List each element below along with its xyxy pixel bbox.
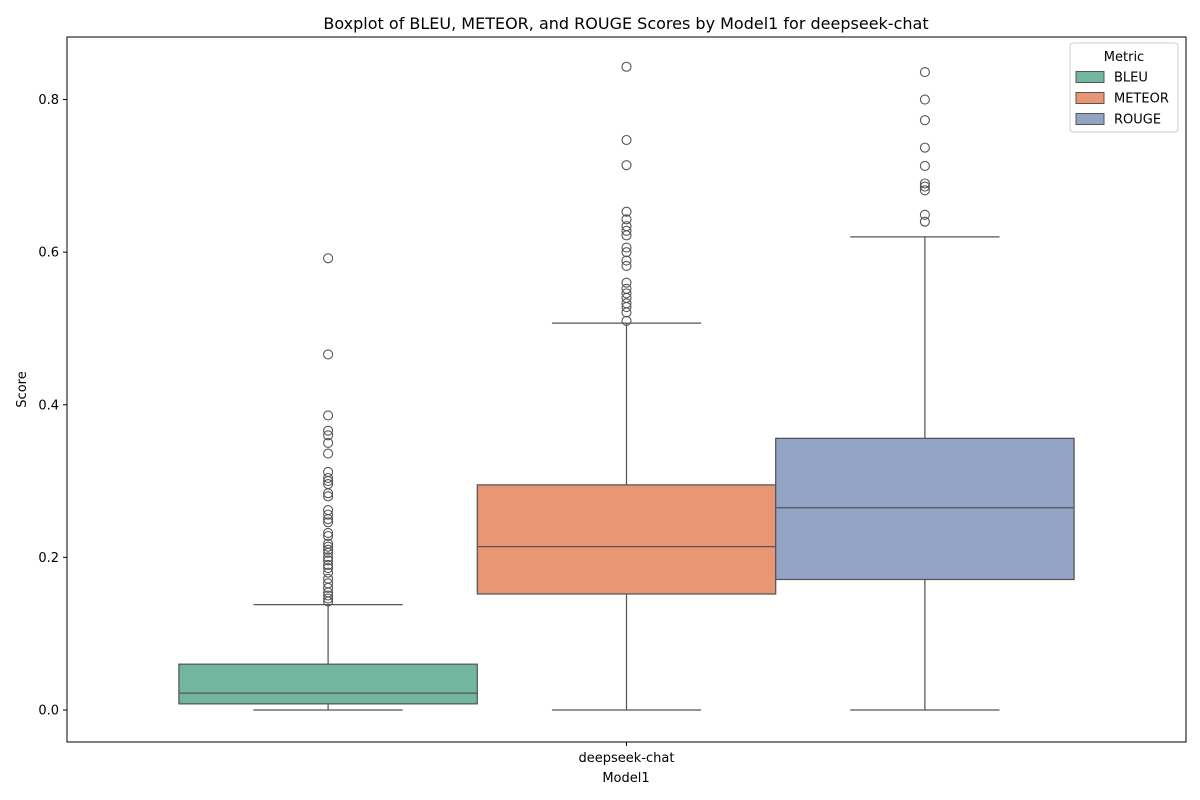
outlier-point [323, 425, 334, 436]
outlier-point [621, 242, 632, 253]
x-tick-label: deepseek-chat [579, 751, 675, 766]
outlier-point [323, 430, 334, 441]
legend-label-bleu: BLEU [1114, 71, 1148, 86]
y-tick-label: 0.8 [38, 93, 59, 108]
outlier-point [621, 307, 632, 318]
outlier-point [919, 115, 930, 126]
outlier-point [323, 562, 334, 574]
outlier-point [621, 230, 632, 241]
outlier-point [323, 559, 334, 571]
legend-swatch-bleu [1075, 71, 1105, 83]
iqr-box [775, 437, 1075, 581]
outlier-point [323, 349, 334, 360]
box-bleu [178, 253, 478, 711]
legend-label-meteor: METEOR [1114, 92, 1169, 107]
outlier-point [323, 582, 334, 593]
outlier-point [323, 555, 334, 566]
x-axis-label: Model1 [602, 771, 649, 786]
outlier-point [621, 277, 632, 288]
legend-label-rouge: ROUGE [1114, 113, 1161, 128]
outlier-point [621, 225, 632, 236]
outlier-point [621, 206, 632, 217]
outlier-point [919, 94, 930, 105]
chart-title: Boxplot of BLEU, METEOR, and ROUGE Score… [323, 14, 928, 33]
iqr-box [476, 484, 777, 595]
x-axis: deepseek-chat [579, 742, 675, 766]
y-tick-label: 0.2 [38, 551, 59, 566]
box-rouge [775, 67, 1075, 711]
outlier-point [621, 61, 632, 72]
outlier-point [323, 509, 334, 520]
outlier-point [323, 472, 334, 484]
outlier-point [919, 160, 930, 171]
outlier-point [323, 541, 334, 552]
outlier-point [323, 253, 334, 264]
outlier-point [323, 476, 334, 487]
outlier-point [919, 209, 930, 220]
outlier-point [919, 185, 930, 196]
y-axis-label: Score [15, 371, 30, 407]
legend-frame [1069, 42, 1179, 133]
outlier-point [919, 142, 930, 153]
outlier-point [621, 255, 632, 266]
outlier-point [621, 260, 632, 271]
outlier-point [621, 160, 632, 171]
outlier-point [919, 216, 930, 227]
outlier-point [323, 530, 334, 542]
outlier-point [323, 410, 334, 421]
outlier-point [621, 288, 632, 299]
legend-swatch-meteor [1075, 92, 1105, 104]
outlier-point [323, 527, 334, 538]
outlier-point [323, 596, 334, 607]
y-axis: 0.0 0.2 0.4 0.6 0.8 [38, 93, 67, 718]
outlier-point [323, 544, 334, 555]
outlier-point [323, 567, 334, 578]
outlier-point [323, 547, 334, 558]
outlier-point [621, 247, 632, 258]
outlier-point [621, 134, 632, 146]
y-tick-label: 0.6 [38, 246, 59, 261]
legend-swatch-rouge [1075, 113, 1105, 125]
box-meteor [476, 61, 777, 711]
legend-title: Metric [1104, 50, 1144, 65]
outlier-point [323, 517, 334, 528]
outlier-point [323, 491, 334, 502]
outlier-point [919, 181, 930, 192]
outlier-point [323, 448, 334, 459]
outlier-point [323, 590, 334, 601]
outlier-point [919, 178, 930, 189]
outlier-point [919, 67, 930, 78]
legend: Metric BLEU METEOR ROUGE [1069, 42, 1179, 133]
outlier-point [323, 593, 334, 604]
outlier-point [323, 514, 334, 525]
outlier-point [323, 488, 334, 499]
outlier-point [621, 315, 632, 326]
boxes [178, 61, 1075, 711]
outlier-point [621, 302, 632, 313]
outlier-point [323, 437, 334, 448]
outlier-point [323, 552, 334, 563]
iqr-box [178, 663, 478, 705]
y-tick-label: 0.0 [38, 703, 59, 718]
outlier-point [621, 214, 632, 225]
y-tick-label: 0.4 [38, 398, 59, 413]
